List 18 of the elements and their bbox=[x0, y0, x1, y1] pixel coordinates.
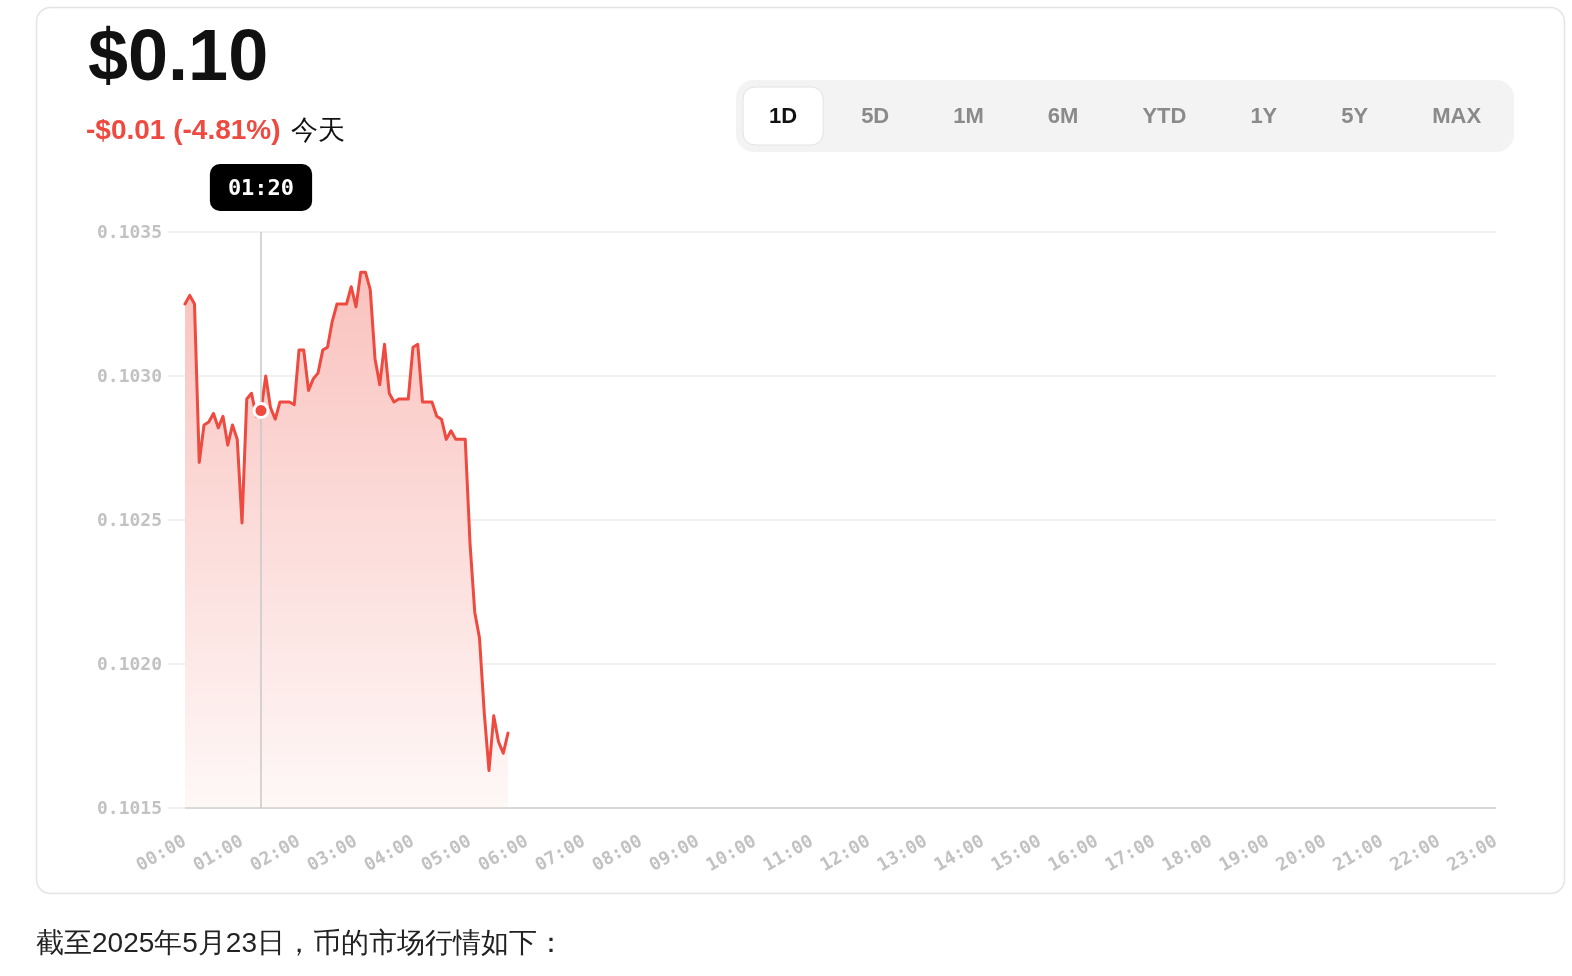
button-label: MAX bbox=[1432, 103, 1482, 128]
y-tick-label: 0.1015 bbox=[96, 797, 162, 818]
button-label: 5D bbox=[861, 103, 890, 128]
button-label: 5Y bbox=[1341, 103, 1369, 128]
button-label: 1Y bbox=[1250, 103, 1278, 128]
button-label: 1D bbox=[769, 103, 798, 128]
y-tick-label: 0.1025 bbox=[96, 509, 162, 530]
y-tick-label: 0.1020 bbox=[96, 653, 162, 674]
ref-line-label: 01:20 bbox=[227, 175, 295, 200]
title: $0.10 bbox=[88, 15, 269, 95]
subtitle: -$0.01 (-4.81%) bbox=[86, 114, 281, 145]
annotation: 今天 bbox=[290, 115, 345, 145]
button-label: 1M bbox=[953, 103, 984, 128]
y-tick-label: 0.1030 bbox=[96, 365, 162, 386]
button-label: 6M bbox=[1047, 103, 1079, 128]
button-label: YTD bbox=[1142, 103, 1187, 128]
y-tick-label: 0.1035 bbox=[96, 221, 162, 242]
annotation: 截至2025年5月23日，币的市场行情如下： bbox=[36, 927, 565, 958]
